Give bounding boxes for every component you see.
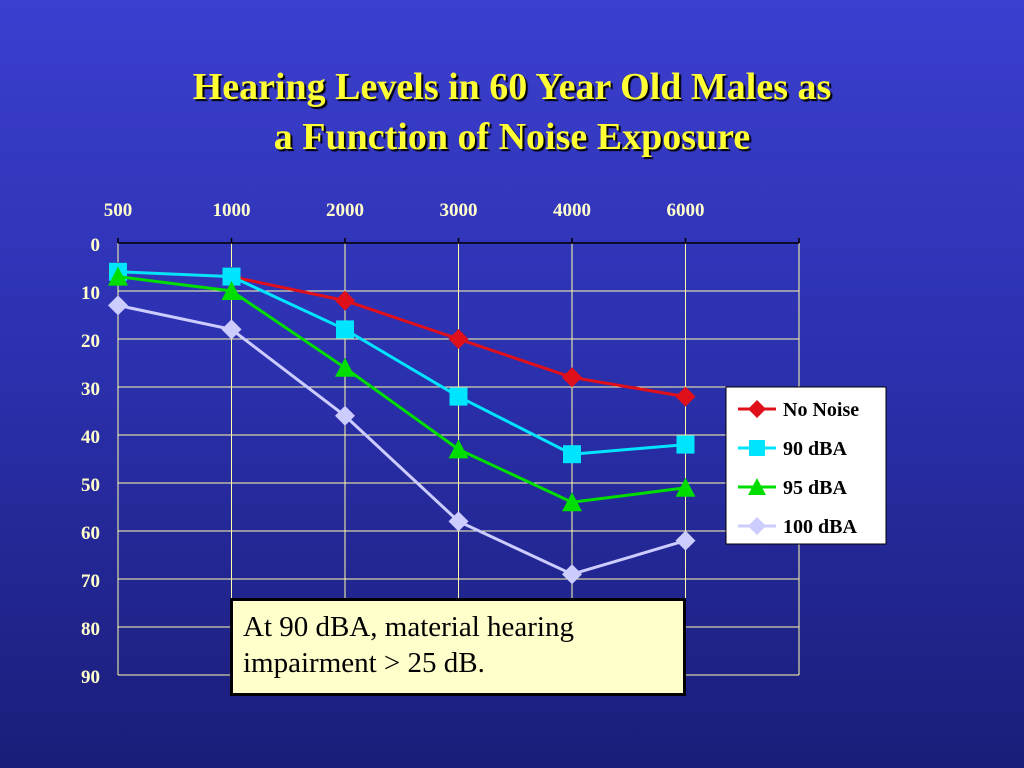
triangle-marker <box>335 357 355 377</box>
legend-item: 100 dBA <box>738 516 857 538</box>
triangle-marker <box>448 439 469 459</box>
series-95-dba <box>108 266 696 512</box>
x-tick-label: 6000 <box>667 200 705 221</box>
x-tick-label: 2000 <box>326 200 364 221</box>
series-line <box>117 270 686 456</box>
square-marker <box>749 440 765 456</box>
square-marker <box>676 435 695 454</box>
square-marker <box>222 267 241 286</box>
legend-label: 100 dBA <box>783 516 857 538</box>
y-tick-label: 10 <box>81 283 100 304</box>
annotation-callout: At 90 dBA, material hearing impairment >… <box>230 598 686 696</box>
series-line <box>117 275 686 504</box>
x-tick-label: 4000 <box>553 200 591 221</box>
diamond-marker <box>748 400 766 418</box>
diamond-marker <box>221 319 242 340</box>
diamond-marker <box>108 295 128 316</box>
x-tick-label: 500 <box>104 200 133 221</box>
title-line-2: a Function of Noise Exposure <box>273 116 751 158</box>
legend-item: 95 dBA <box>738 477 847 499</box>
x-tick-label: 1000 <box>213 200 251 221</box>
square-marker <box>336 320 354 339</box>
y-tick-label: 30 <box>81 379 100 400</box>
y-tick-label: 70 <box>81 571 100 592</box>
series-no-noise <box>108 261 696 407</box>
triangle-marker <box>221 281 242 300</box>
square-marker <box>449 387 468 406</box>
y-tick-label: 80 <box>81 619 100 640</box>
diamond-marker <box>675 530 696 551</box>
diamond-marker <box>335 405 355 426</box>
y-tick-label: 40 <box>81 427 100 448</box>
series-90-dba <box>109 262 695 464</box>
triangle-marker <box>562 492 582 512</box>
callout-line-1: At 90 dBA, material hearing <box>243 611 574 643</box>
x-tick-label: 3000 <box>440 200 478 221</box>
title-line-1: Hearing Levels in 60 Year Old Males as <box>192 66 832 108</box>
series-100-dba <box>108 295 696 585</box>
triangle-marker <box>748 478 766 495</box>
callout-line-2: impairment > 25 dB. <box>243 647 485 679</box>
chart-title: Hearing Levels in 60 Year Old Males as a… <box>0 62 1024 162</box>
y-tick-label: 20 <box>81 331 100 352</box>
diamond-marker <box>448 329 469 349</box>
legend: No Noise 90 dBA 95 dBA 100 dBA <box>725 386 887 545</box>
diamond-marker <box>335 290 355 311</box>
diamond-marker <box>448 511 469 532</box>
diamond-marker <box>675 386 696 407</box>
triangle-marker <box>108 266 128 286</box>
series-line <box>117 303 686 576</box>
square-marker <box>563 445 581 464</box>
diamond-marker <box>562 564 582 585</box>
y-tick-label: 90 <box>81 667 100 688</box>
triangle-marker <box>675 477 696 497</box>
legend-label: 90 dBA <box>783 438 847 460</box>
diamond-marker <box>562 367 582 388</box>
y-tick-label: 50 <box>81 475 100 496</box>
y-tick-label: 60 <box>81 523 100 544</box>
y-tick-label: 0 <box>91 235 101 256</box>
legend-item: 90 dBA <box>738 438 847 460</box>
legend-label: 95 dBA <box>783 477 847 499</box>
legend-label: No Noise <box>783 399 859 421</box>
legend-item: No Noise <box>738 399 859 421</box>
diamond-marker <box>748 517 766 535</box>
